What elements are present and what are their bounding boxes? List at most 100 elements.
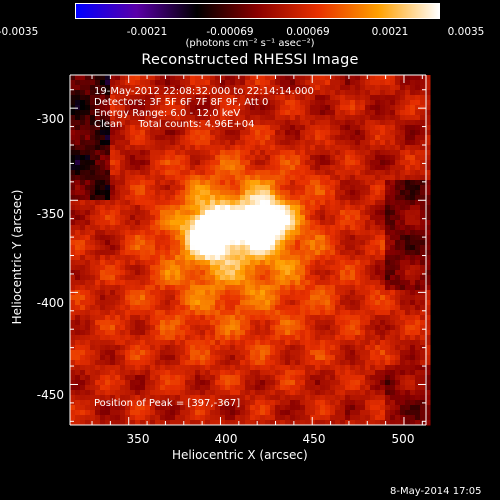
heatmap-cell	[170, 390, 176, 396]
heatmap-cell	[170, 305, 176, 311]
heatmap-cell	[245, 105, 251, 111]
heatmap-cell	[205, 360, 211, 366]
heatmap-cell	[375, 140, 381, 146]
heatmap-cell	[365, 240, 371, 246]
heatmap-cell	[200, 180, 206, 186]
heatmap-cell	[420, 160, 426, 166]
heatmap-cell	[395, 175, 401, 181]
heatmap-cell	[160, 320, 166, 326]
heatmap-cell	[255, 205, 261, 211]
heatmap-cell	[150, 225, 156, 231]
heatmap-cell	[300, 215, 306, 221]
heatmap-cell	[165, 75, 171, 81]
heatmap-cell	[285, 250, 291, 256]
heatmap-cell	[265, 255, 271, 261]
heatmap-cell	[380, 370, 386, 376]
heatmap-cell	[225, 350, 231, 356]
heatmap-cell	[250, 280, 256, 286]
heatmap-cell	[70, 100, 76, 106]
heatmap-cell	[290, 105, 296, 111]
heatmap-cell	[385, 195, 391, 201]
heatmap-cell	[110, 160, 116, 166]
heatmap-cell	[355, 110, 361, 116]
heatmap-cell	[175, 130, 181, 136]
heatmap-cell	[150, 290, 156, 296]
heatmap-cell	[70, 140, 76, 146]
heatmap-cell	[245, 290, 251, 296]
heatmap-cell	[365, 340, 371, 346]
heatmap-cell	[360, 275, 366, 281]
heatmap-cell	[305, 110, 311, 116]
heatmap-cell	[170, 165, 176, 171]
heatmap-cell	[235, 140, 241, 146]
heatmap-cell	[90, 105, 96, 111]
heatmap-cell	[425, 405, 431, 411]
heatmap-cell	[200, 415, 206, 421]
heatmap-cell	[210, 100, 216, 106]
heatmap-cell	[335, 205, 341, 211]
heatmap-cell	[325, 365, 331, 371]
heatmap-cell	[320, 395, 326, 401]
heatmap-cell	[200, 385, 206, 391]
heatmap-cell	[195, 165, 201, 171]
heatmap-cell	[285, 290, 291, 296]
heatmap-cell	[85, 230, 91, 236]
heatmap-cell	[130, 385, 136, 391]
heatmap-cell	[175, 145, 181, 151]
heatmap-cell	[200, 105, 206, 111]
heatmap-cell	[120, 210, 126, 216]
heatmap-cell	[125, 190, 131, 196]
heatmap-cell	[90, 140, 96, 146]
heatmap-cell	[350, 190, 356, 196]
heatmap-cell	[120, 165, 126, 171]
heatmap-cell	[415, 320, 421, 326]
heatmap-cell	[110, 255, 116, 261]
heatmap-cell	[285, 315, 291, 321]
heatmap-cell	[290, 340, 296, 346]
heatmap-cell	[225, 140, 231, 146]
heatmap-cell	[150, 410, 156, 416]
heatmap-cell	[100, 115, 106, 121]
heatmap-cell	[420, 315, 426, 321]
heatmap-cell	[165, 210, 171, 216]
heatmap-cell	[175, 140, 181, 146]
heatmap-cell	[300, 240, 306, 246]
heatmap-cell	[205, 400, 211, 406]
heatmap-cell	[265, 140, 271, 146]
heatmap-cell	[150, 105, 156, 111]
heatmap-cell	[305, 95, 311, 101]
heatmap-cell	[240, 365, 246, 371]
heatmap-cell	[220, 340, 226, 346]
heatmap-cell	[275, 250, 281, 256]
heatmap-cell	[405, 165, 411, 171]
heatmap-cell	[275, 230, 281, 236]
heatmap-cell	[295, 85, 301, 91]
heatmap-cell	[75, 130, 81, 136]
heatmap-cell	[405, 115, 411, 121]
heatmap-cell	[135, 125, 141, 131]
heatmap-cell	[180, 265, 186, 271]
heatmap-cell	[300, 305, 306, 311]
heatmap-cell	[180, 160, 186, 166]
heatmap-cell	[275, 255, 281, 261]
heatmap-cell	[250, 260, 256, 266]
heatmap-cell	[195, 190, 201, 196]
heatmap-cell	[80, 265, 86, 271]
heatmap-cell	[380, 200, 386, 206]
heatmap-cell	[210, 245, 216, 251]
heatmap-cell	[410, 90, 416, 96]
heatmap-cell	[95, 325, 101, 331]
heatmap-cell	[85, 375, 91, 381]
heatmap-cell	[130, 105, 136, 111]
heatmap-cell	[215, 195, 221, 201]
heatmap-cell	[80, 375, 86, 381]
heatmap-cell	[165, 165, 171, 171]
heatmap-cell	[110, 350, 116, 356]
heatmap-cell	[150, 150, 156, 156]
heatmap-cell	[415, 395, 421, 401]
heatmap-cell	[185, 400, 191, 406]
heatmap-cell	[320, 110, 326, 116]
heatmap-cell	[75, 300, 81, 306]
heatmap-cell	[390, 255, 396, 261]
heatmap-cell	[265, 215, 271, 221]
